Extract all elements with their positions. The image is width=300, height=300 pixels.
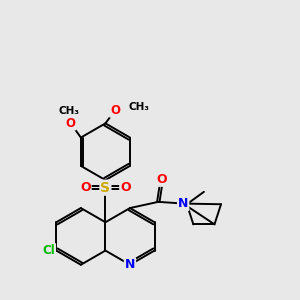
Text: N: N xyxy=(125,258,135,271)
Text: N: N xyxy=(178,197,188,210)
Text: S: S xyxy=(100,181,110,195)
Text: O: O xyxy=(110,104,120,117)
Text: O: O xyxy=(80,181,91,194)
Text: O: O xyxy=(65,116,76,130)
Text: O: O xyxy=(120,181,131,194)
Text: Cl: Cl xyxy=(42,244,55,257)
Text: CH₃: CH₃ xyxy=(58,106,79,116)
Text: O: O xyxy=(156,173,167,186)
Text: CH₃: CH₃ xyxy=(128,102,149,112)
